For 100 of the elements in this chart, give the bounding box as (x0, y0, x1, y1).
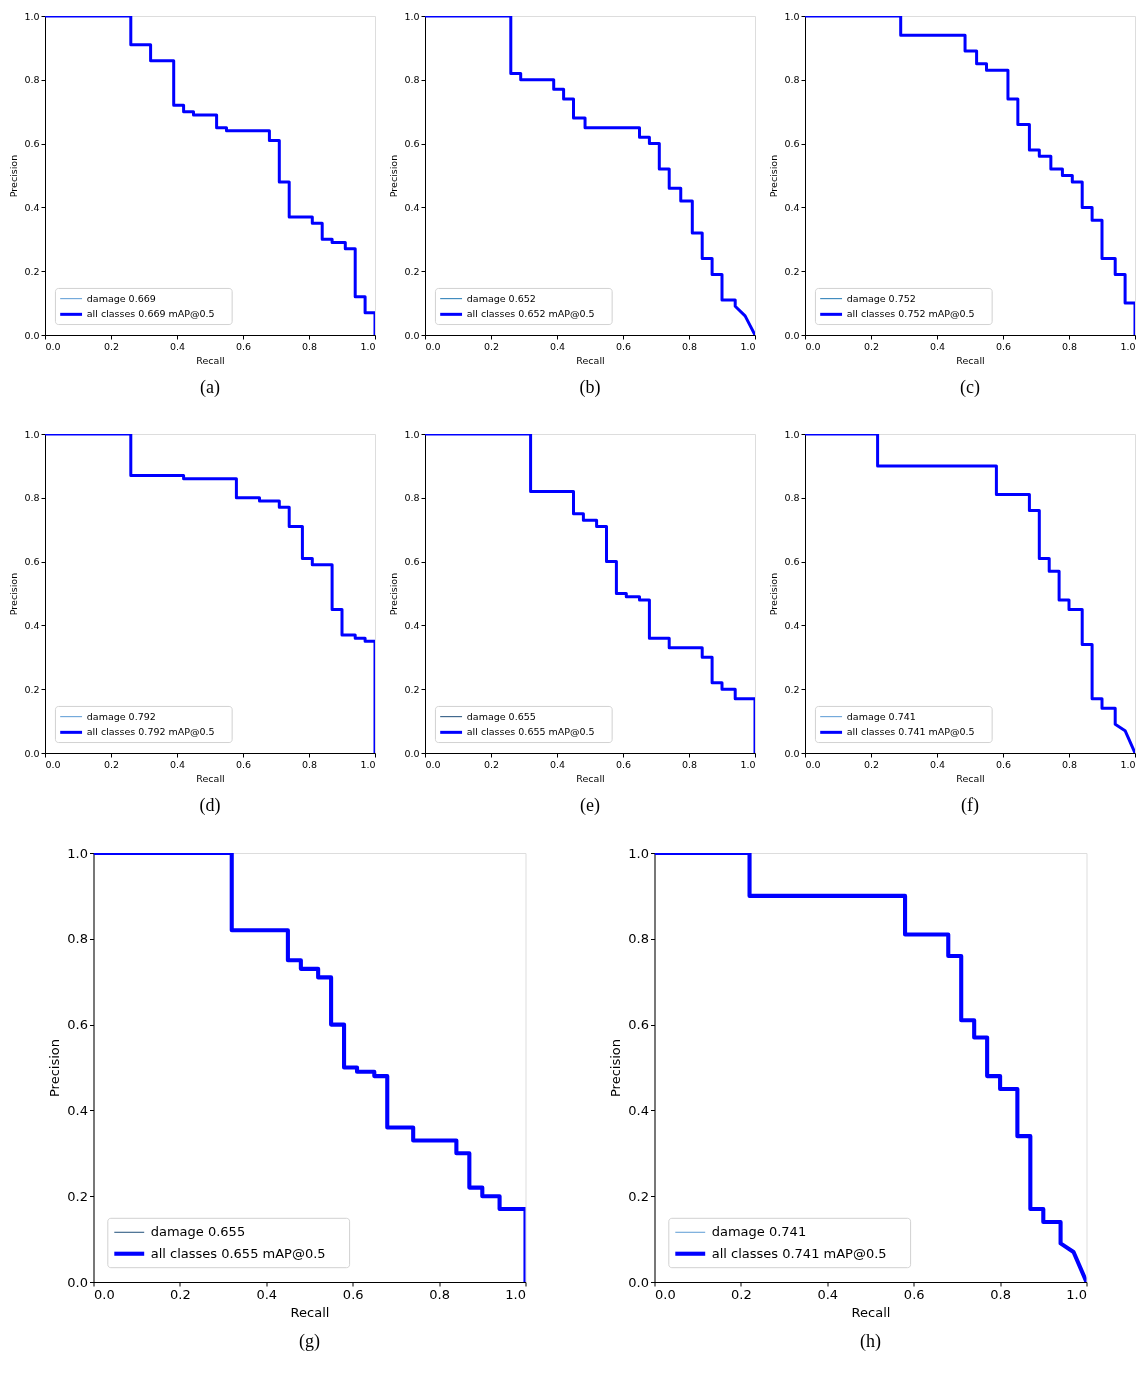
x-tick-label: 1.0 (360, 340, 376, 352)
y-tick-label: 1.0 (24, 428, 40, 440)
y-tick-label: 0.2 (404, 265, 420, 277)
y-tick-label: 0.6 (404, 556, 420, 568)
x-tick-label: 0.2 (483, 340, 500, 352)
legend-label: all classes 0.655 mAP@0.5 (150, 1245, 326, 1261)
legend-label: all classes 0.741 mAP@0.5 (711, 1245, 887, 1261)
legend-label: all classes 0.669 mAP@0.5 (86, 308, 215, 320)
y-tick-label: 1.0 (404, 428, 420, 440)
text: (g) (299, 1331, 320, 1352)
x-tick-label: 0.8 (1061, 340, 1078, 352)
x-tick-label: 0.0 (94, 1286, 115, 1302)
x-tick-label: 0.6 (235, 340, 252, 352)
y-tick-label: 0.4 (67, 1102, 88, 1118)
y-tick-label: 0.8 (404, 492, 420, 504)
y-tick-label: 0.0 (24, 747, 40, 759)
x-tick-label: 0.2 (483, 758, 500, 770)
y-tick-label: 0.2 (67, 1188, 88, 1204)
x-tick-label: 0.2 (731, 1286, 752, 1302)
legend-label: all classes 0.741 mAP@0.5 (846, 726, 975, 738)
x-tick-label: 1.0 (1120, 340, 1136, 352)
x-tick-label: 0.2 (863, 758, 880, 770)
x-tick-label: 0.4 (256, 1286, 278, 1302)
x-axis-title: Recall (196, 355, 225, 366)
y-tick-label: 0.8 (628, 931, 649, 947)
legend-label: all classes 0.652 mAP@0.5 (466, 308, 595, 320)
y-tick-label: 0.0 (404, 747, 420, 759)
x-tick-label: 1.0 (1120, 758, 1136, 770)
x-axis-title: Recall (956, 773, 985, 784)
x-tick-label: 0.6 (235, 758, 252, 770)
x-axis-title: Recall (576, 355, 605, 366)
x-tick-label: 0.8 (301, 340, 318, 352)
x-tick-label: 0.0 (805, 758, 821, 770)
x-tick-label: 0.4 (929, 758, 946, 770)
x-tick-label: 0.4 (169, 758, 186, 770)
legend-label: damage 0.752 (846, 292, 916, 304)
y-axis-title: Precision (608, 1038, 624, 1098)
y-axis-title: Precision (388, 572, 400, 616)
y-tick-label: 0.2 (24, 265, 40, 277)
x-axis-title: Recall (851, 1304, 891, 1320)
y-tick-label: 0.2 (784, 265, 800, 277)
y-tick-label: 0.4 (404, 201, 420, 213)
x-axis-title: Recall (196, 773, 225, 784)
y-tick-label: 0.6 (67, 1017, 88, 1033)
legend-label: all classes 0.792 mAP@0.5 (86, 726, 215, 738)
text: (f) (961, 795, 979, 816)
y-tick-label: 0.8 (784, 74, 800, 86)
x-tick-label: 0.8 (429, 1286, 450, 1302)
x-tick-label: 0.4 (929, 340, 946, 352)
text: (a) (200, 377, 220, 398)
y-tick-label: 0.4 (24, 201, 40, 213)
x-tick-label: 0.2 (170, 1286, 191, 1302)
x-tick-label: 0.2 (863, 340, 880, 352)
y-tick-label: 0.4 (404, 619, 420, 631)
y-tick-label: 0.8 (24, 74, 40, 86)
legend-label: damage 0.741 (846, 710, 916, 722)
y-axis-title: Precision (8, 154, 20, 198)
y-tick-label: 0.6 (24, 556, 40, 568)
legend-label: damage 0.655 (150, 1224, 246, 1240)
x-tick-label: 0.0 (425, 340, 441, 352)
x-tick-label: 0.4 (817, 1286, 839, 1302)
legend-label: damage 0.652 (466, 292, 536, 304)
legend-label: all classes 0.752 mAP@0.5 (846, 308, 975, 320)
text: (e) (580, 795, 600, 816)
x-tick-label: 0.6 (995, 758, 1012, 770)
y-tick-label: 0.8 (24, 492, 40, 504)
y-tick-label: 0.0 (404, 329, 420, 341)
x-axis-title: Recall (956, 355, 985, 366)
y-tick-label: 0.0 (24, 329, 40, 341)
x-tick-label: 0.6 (342, 1286, 364, 1302)
text: (h) (860, 1331, 881, 1352)
y-tick-label: 0.4 (628, 1102, 649, 1118)
legend-label: damage 0.792 (86, 710, 156, 722)
y-tick-label: 1.0 (24, 10, 40, 22)
legend-label: all classes 0.655 mAP@0.5 (466, 726, 595, 738)
y-axis-title: Precision (8, 572, 20, 616)
y-tick-label: 0.0 (784, 747, 800, 759)
x-tick-label: 0.4 (549, 758, 566, 770)
y-tick-label: 0.6 (404, 138, 420, 150)
x-tick-label: 1.0 (740, 758, 756, 770)
x-tick-label: 0.0 (425, 758, 441, 770)
y-tick-label: 0.6 (628, 1017, 649, 1033)
x-tick-label: 0.0 (805, 340, 821, 352)
x-tick-label: 0.0 (655, 1286, 676, 1302)
x-axis-title: Recall (576, 773, 605, 784)
y-tick-label: 0.2 (628, 1188, 649, 1204)
legend-label: damage 0.655 (466, 710, 536, 722)
y-axis-title: Precision (47, 1038, 63, 1098)
x-tick-label: 0.4 (169, 340, 186, 352)
x-tick-label: 0.6 (615, 758, 632, 770)
y-tick-label: 0.2 (404, 683, 420, 695)
y-tick-label: 0.8 (404, 74, 420, 86)
x-tick-label: 0.8 (1061, 758, 1078, 770)
y-tick-label: 1.0 (404, 10, 420, 22)
x-tick-label: 1.0 (1066, 1286, 1087, 1302)
y-tick-label: 0.4 (784, 619, 800, 631)
y-tick-label: 0.4 (784, 201, 800, 213)
x-tick-label: 0.8 (681, 340, 698, 352)
x-tick-label: 1.0 (505, 1286, 526, 1302)
x-axis-title: Recall (290, 1304, 330, 1320)
